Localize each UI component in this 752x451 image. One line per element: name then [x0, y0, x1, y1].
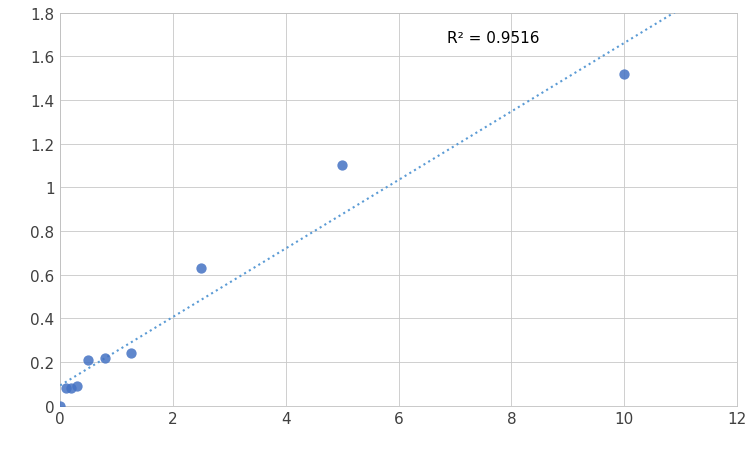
Point	[196, 265, 208, 272]
Point	[618, 71, 630, 78]
Point	[336, 162, 348, 170]
Point	[71, 382, 83, 390]
Point	[83, 356, 95, 364]
Text: R² = 0.9516: R² = 0.9516	[447, 31, 539, 46]
Point	[54, 402, 66, 410]
Point	[99, 354, 111, 362]
Point	[60, 385, 72, 392]
Point	[65, 385, 77, 392]
Point	[125, 350, 137, 357]
